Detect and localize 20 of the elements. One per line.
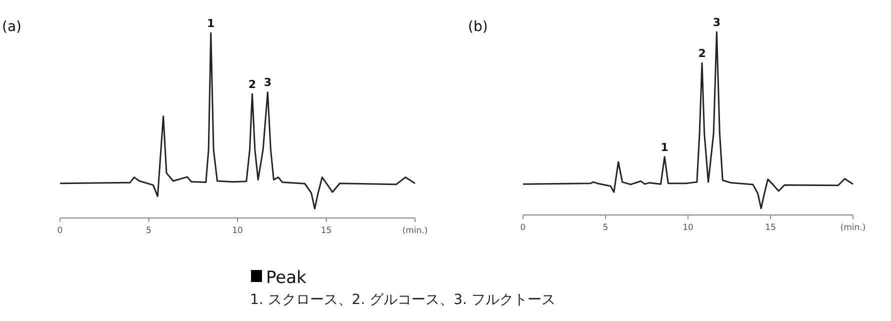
x-tick-label: 10 xyxy=(682,223,694,233)
annotation: 3 xyxy=(712,16,721,29)
text: 1. スクロース、2. グルコース、3. フルクトース xyxy=(250,292,556,308)
x-tick-label: 10 xyxy=(232,226,243,236)
x-tick-label: 15 xyxy=(765,223,776,233)
x-tick-label: (min.) xyxy=(402,226,428,236)
text: Peak xyxy=(266,268,307,288)
x-tick-label: 0 xyxy=(520,223,526,233)
x-tick-label: 0 xyxy=(57,226,63,236)
annotation: 2 xyxy=(698,47,706,60)
x-tick-label: 5 xyxy=(146,226,152,236)
chart-title: (a) xyxy=(2,19,22,35)
annotation: 3 xyxy=(264,76,272,90)
x-tick-label: 15 xyxy=(320,226,332,236)
x-tick-label: (min.) xyxy=(840,223,866,233)
annotation: 1 xyxy=(660,140,668,154)
annotation: 1 xyxy=(207,17,215,30)
x-tick-label: 5 xyxy=(602,223,608,233)
chart-title: (b) xyxy=(468,19,488,35)
annotation: 2 xyxy=(248,78,256,92)
